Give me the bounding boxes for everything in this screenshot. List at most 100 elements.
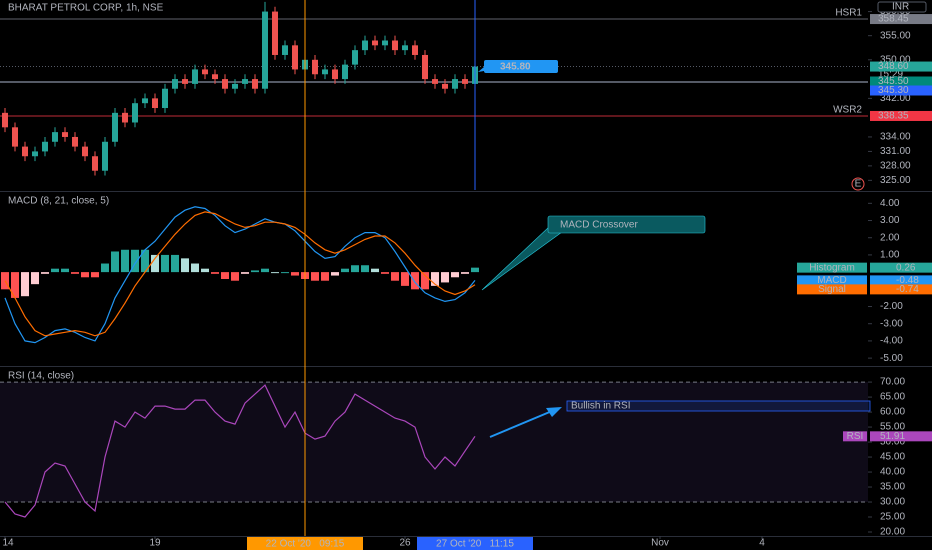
candle-body <box>142 98 148 104</box>
candle-body <box>452 79 458 89</box>
candle-body <box>112 112 118 142</box>
callout-text: 345.80 <box>500 62 531 73</box>
candle-body <box>362 40 368 51</box>
histogram-bar <box>351 265 359 273</box>
y-tick-label: 350.00 <box>880 54 911 65</box>
callout-box <box>484 60 558 73</box>
candle-body <box>322 69 328 75</box>
macd-line <box>4 211 476 337</box>
candle-body <box>282 45 288 55</box>
crosshair-label-box <box>247 537 363 550</box>
candle-body <box>62 132 68 137</box>
histogram-bar <box>71 272 79 274</box>
annotation-text: MACD Crossover <box>560 220 638 231</box>
histogram-bar <box>41 272 49 274</box>
histogram-bar <box>401 272 409 286</box>
histogram-bar <box>191 263 199 273</box>
histogram-bar <box>231 272 239 281</box>
x-tick-label: 4 <box>759 538 765 549</box>
countdown: 15:29 <box>878 69 903 80</box>
histogram-bar <box>361 265 369 273</box>
candle-body <box>102 141 108 171</box>
price-tag <box>870 76 932 87</box>
candle-body <box>292 45 298 70</box>
legend-value: 51.91 <box>880 431 905 442</box>
legend-value: 0.26 <box>896 262 916 273</box>
annotation-arrowhead <box>546 407 562 417</box>
legend-name-box <box>797 262 867 273</box>
legend-name-box <box>843 431 867 442</box>
rsi-line <box>4 384 476 518</box>
legend-name: Signal <box>818 284 846 295</box>
candle-body <box>252 79 258 89</box>
legend-value-box <box>870 262 932 273</box>
candle-body <box>42 141 48 152</box>
candle-body <box>332 69 338 80</box>
price-tag-label: 358.45 <box>878 14 909 25</box>
earnings-label: E <box>855 179 862 190</box>
histogram-bar <box>161 254 169 273</box>
annotation-text: Bullish in RSI <box>571 401 630 412</box>
candle-body <box>152 98 158 109</box>
y-tick-label: 342.00 <box>880 93 911 104</box>
legend-name: RSI <box>847 431 864 442</box>
y-tick-label: 355.00 <box>880 30 911 41</box>
histogram-bar <box>21 272 29 297</box>
y-tick-label: -5.00 <box>880 353 903 364</box>
histogram-bar <box>321 272 329 281</box>
histogram-bar <box>51 268 59 273</box>
histogram-bar <box>131 249 139 273</box>
legend-name-box <box>797 284 867 295</box>
rsi-band <box>0 382 868 503</box>
x-tick-label: 14 <box>2 538 14 549</box>
candle-body <box>422 54 428 80</box>
candle-body <box>192 69 198 84</box>
y-tick-label: -3.00 <box>880 318 903 329</box>
histogram-bar <box>441 272 449 283</box>
histogram-bar <box>201 268 209 273</box>
candle-body <box>432 79 438 84</box>
histogram-bar <box>411 272 419 290</box>
histogram-bar <box>431 272 439 286</box>
y-tick-label: 325.00 <box>880 175 911 186</box>
y-tick-label: 4.00 <box>880 198 900 209</box>
annotation-box <box>547 215 706 234</box>
price-tag-label: 345.30 <box>878 85 909 96</box>
candle-body <box>212 74 218 80</box>
pane-title: MACD (8, 21, close, 5) <box>8 196 109 207</box>
pane-title: RSI (14, close) <box>8 371 74 382</box>
candle-body <box>92 156 98 171</box>
candle-body <box>242 79 248 84</box>
annotation-box <box>566 400 871 412</box>
currency: INR <box>892 2 909 13</box>
y-tick-label: 2.00 <box>880 232 900 243</box>
candle-body <box>402 45 408 51</box>
level-name: HSR1 <box>835 8 862 19</box>
candle-body <box>162 88 168 109</box>
histogram-bar <box>31 272 39 285</box>
y-tick-label: 1.00 <box>880 250 900 261</box>
histogram-bar <box>461 272 469 274</box>
candle-body <box>262 11 268 89</box>
histogram-bar <box>311 272 319 281</box>
histogram-bar <box>61 268 69 273</box>
candle-body <box>202 69 208 75</box>
earnings-marker <box>851 177 865 191</box>
pane-title: BHARAT PETROL CORP, 1h, NSE <box>8 3 164 14</box>
x-tick-label: 19 <box>149 538 161 549</box>
y-tick-label: 35.00 <box>880 482 905 493</box>
histogram-bar <box>111 251 119 273</box>
histogram-bar <box>141 249 149 273</box>
candle-body <box>382 40 388 46</box>
histogram-bar <box>291 272 299 276</box>
histogram-bar <box>251 270 259 273</box>
candle-body <box>52 132 58 142</box>
histogram-bar <box>281 272 289 274</box>
candle-body <box>132 103 138 123</box>
histogram-bar <box>121 249 129 273</box>
histogram-bar <box>211 272 219 274</box>
candle-body <box>182 79 188 84</box>
candle-body <box>172 79 178 89</box>
histogram-bar <box>221 272 229 279</box>
